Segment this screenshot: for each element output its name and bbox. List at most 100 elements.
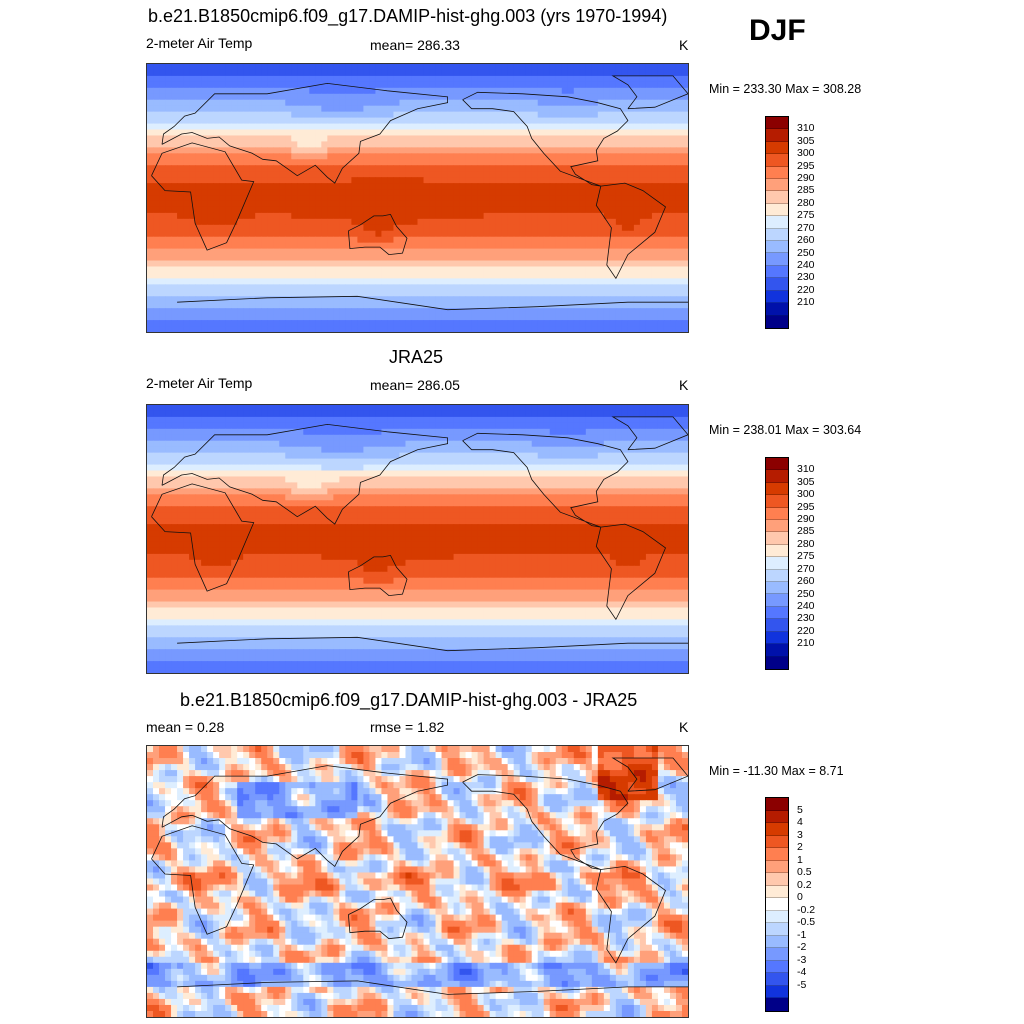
- panel-2-title: JRA25: [389, 347, 444, 367]
- colorbar-swatch: [766, 166, 788, 180]
- panel-2-colorbar: [765, 457, 789, 670]
- colorbar-label: -0.2: [797, 903, 816, 916]
- colorbar-swatch: [766, 606, 788, 620]
- colorbar-label: -2: [797, 941, 807, 954]
- colorbar-label: 275: [797, 209, 815, 222]
- colorbar-label: 0.2: [797, 878, 812, 891]
- colorbar-label: 2: [797, 841, 803, 854]
- colorbar-swatch: [766, 470, 788, 483]
- colorbar-swatch: [766, 154, 788, 167]
- coastline: [348, 213, 408, 256]
- coastline: [151, 142, 255, 251]
- coastline: [611, 75, 688, 110]
- panel-2-units-label: K: [679, 377, 689, 393]
- colorbar-label: -3: [797, 953, 807, 966]
- colorbar-label: 310: [797, 463, 815, 476]
- colorbar-label: 0.5: [797, 866, 812, 879]
- colorbar-swatch: [766, 644, 788, 657]
- colorbar-label: 290: [797, 513, 815, 526]
- panel-1-variable-label: 2-meter Air Temp: [146, 35, 253, 51]
- colorbar-label: 0: [797, 891, 803, 904]
- colorbar-swatch: [766, 495, 788, 508]
- colorbar-label: 290: [797, 172, 815, 185]
- colorbar-swatch: [766, 303, 788, 316]
- coastline: [177, 980, 688, 995]
- colorbar-swatch: [766, 998, 788, 1011]
- panel-2-variable-label: 2-meter Air Temp: [146, 375, 253, 391]
- colorbar-swatch: [766, 973, 788, 986]
- colorbar-label: 220: [797, 624, 815, 637]
- coastline: [595, 865, 666, 964]
- colorbar-swatch: [766, 203, 788, 217]
- colorbar-label: 285: [797, 184, 815, 197]
- colorbar-swatch: [766, 910, 788, 924]
- colorbar-swatch: [766, 507, 788, 521]
- colorbar-swatch: [766, 631, 788, 645]
- colorbar-swatch: [766, 619, 788, 632]
- colorbar-swatch: [766, 265, 788, 279]
- colorbar-swatch: [766, 948, 788, 961]
- colorbar-swatch: [766, 544, 788, 558]
- colorbar-swatch: [766, 860, 788, 874]
- coastline: [611, 416, 688, 451]
- colorbar-label: 305: [797, 134, 815, 147]
- coastline: [462, 432, 629, 528]
- panel-1-minmax: Min = 233.30 Max = 308.28: [709, 82, 862, 96]
- colorbar-label: 305: [797, 475, 815, 488]
- panel-3-mean-label: mean = 0.28: [146, 719, 225, 735]
- colorbar-swatch: [766, 216, 788, 229]
- coastline: [177, 295, 688, 311]
- colorbar-swatch: [766, 191, 788, 204]
- colorbar-label: -5: [797, 978, 807, 991]
- colorbar-label: 285: [797, 525, 815, 538]
- coastline: [462, 774, 629, 870]
- coastline: [348, 554, 408, 597]
- colorbar-swatch: [766, 848, 788, 861]
- colorbar-label: 3: [797, 828, 803, 841]
- colorbar-swatch: [766, 117, 788, 130]
- panel-2-minmax: Min = 238.01 Max = 303.64: [709, 423, 862, 437]
- colorbar-swatch: [766, 569, 788, 583]
- season-label: DJF: [749, 14, 806, 47]
- colorbar-swatch: [766, 898, 788, 911]
- colorbar-swatch: [766, 835, 788, 849]
- colorbar-swatch: [766, 520, 788, 533]
- panel-3-minmax: Min = -11.30 Max = 8.71: [709, 764, 844, 778]
- colorbar-swatch: [766, 141, 788, 155]
- colorbar-label: 240: [797, 599, 815, 612]
- colorbar-label: 230: [797, 612, 815, 625]
- colorbar-label: 260: [797, 234, 815, 247]
- coastline: [177, 636, 688, 652]
- coastline: [595, 182, 666, 280]
- panel-3-title: b.e21.B1850cmip6.f09_g17.DAMIP-hist-ghg.…: [180, 690, 638, 710]
- map-field: [147, 64, 688, 332]
- colorbar-label: 270: [797, 221, 815, 234]
- panel-1-colorbar: [765, 116, 789, 329]
- colorbar-swatch: [766, 985, 788, 999]
- colorbar-label: 295: [797, 159, 815, 172]
- panel-1-units-label: K: [679, 37, 689, 53]
- colorbar-label: -1: [797, 928, 807, 941]
- coastline: [595, 523, 666, 621]
- colorbar-swatch: [766, 810, 788, 824]
- colorbar-label: 210: [797, 637, 815, 650]
- colorbar-swatch: [766, 532, 788, 545]
- map-field: [147, 405, 688, 673]
- coastline: [151, 825, 255, 935]
- colorbar-label: 300: [797, 147, 815, 160]
- colorbar-label: 310: [797, 122, 815, 135]
- panel-1-map: [146, 63, 689, 333]
- colorbar-label: 250: [797, 246, 815, 259]
- colorbar-label: 250: [797, 587, 815, 600]
- coastline: [161, 82, 449, 184]
- panel-1-title: b.e21.B1850cmip6.f09_g17.DAMIP-hist-ghg.…: [148, 6, 668, 26]
- colorbar-label: 275: [797, 550, 815, 563]
- colorbar-label: 1: [797, 853, 803, 866]
- coastline: [161, 423, 449, 525]
- colorbar-swatch: [766, 960, 788, 974]
- colorbar-label: 295: [797, 500, 815, 513]
- colorbar-label: -0.5: [797, 916, 816, 929]
- coastline: [611, 757, 688, 792]
- map-field: [147, 746, 688, 1017]
- colorbar-swatch: [766, 885, 788, 899]
